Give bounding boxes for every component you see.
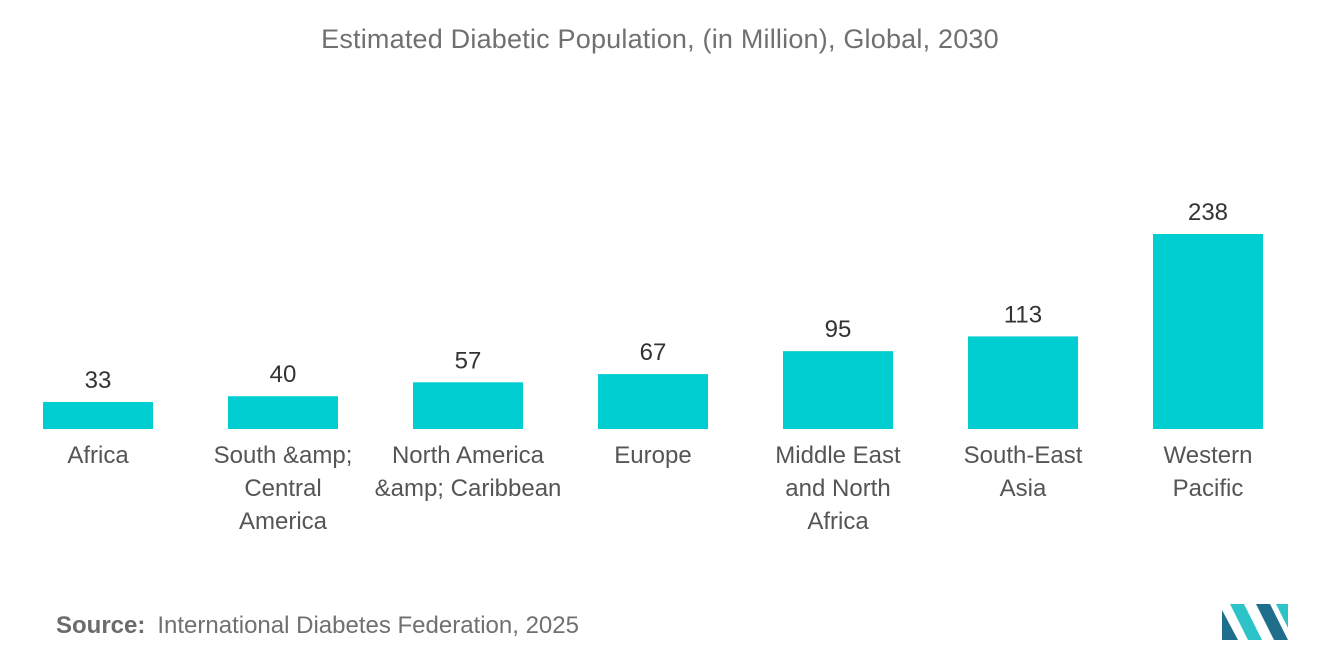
category-label-line: Pacific	[1173, 475, 1244, 502]
category-label-line: and North	[785, 475, 890, 502]
bar-value-label: 95	[825, 316, 852, 343]
category-label: Africa	[67, 442, 129, 469]
bar-value-label: 33	[85, 367, 112, 394]
bar	[413, 382, 523, 429]
category-label: Middle East and North Africa	[775, 442, 901, 535]
bar	[1153, 234, 1263, 429]
category-label-line: Africa	[807, 508, 869, 535]
bar	[228, 396, 338, 429]
bar-chart: 33 40 57 67 95 113 238 Africa South &amp; Centra…	[43, 199, 1263, 535]
bar-value-label: 113	[1004, 301, 1042, 328]
category-labels-group: Africa South &amp; Central America North Ame…	[67, 442, 1252, 535]
bar-value-label: 238	[1188, 199, 1228, 226]
category-label: North America &amp; Caribbean	[375, 442, 562, 502]
logo-shape-right-top	[1276, 604, 1288, 628]
category-label: Europe	[614, 442, 691, 469]
source-label: Source:	[56, 612, 146, 639]
category-label-line: South-East	[964, 442, 1083, 469]
bar	[598, 374, 708, 429]
chart-title: Estimated Diabetic Population, (in Milli…	[321, 24, 999, 54]
bar-value-label: 57	[455, 347, 482, 374]
category-label-line: Western	[1164, 442, 1253, 469]
category-label-line: South &amp;	[214, 442, 353, 469]
bar	[968, 336, 1078, 429]
logo-shape-right	[1256, 604, 1288, 640]
category-label-line: Europe	[614, 442, 691, 469]
bar	[43, 401, 153, 429]
mordor-intelligence-logo-icon	[1222, 604, 1288, 640]
category-label-line: Asia	[1000, 475, 1047, 502]
category-label-line: America	[239, 508, 328, 535]
category-label: South &amp; Central America	[214, 442, 353, 535]
source-text: International Diabetes Federation, 2025	[157, 612, 579, 639]
bar-value-label: 40	[270, 361, 297, 388]
source-note: Source: International Diabetes Federation…	[56, 612, 579, 640]
bar-value-label: 67	[640, 339, 667, 366]
category-label-line: Middle East	[775, 442, 901, 469]
category-label: Western Pacific	[1164, 442, 1253, 502]
bars-group	[43, 234, 1263, 429]
category-label-line: North America	[392, 442, 545, 469]
logo-shape-left	[1222, 610, 1238, 640]
value-labels-group: 33 40 57 67 95 113 238	[85, 199, 1228, 394]
category-label: South-East Asia	[964, 442, 1083, 502]
logo-shape-middle	[1230, 604, 1262, 640]
bar	[783, 351, 893, 429]
category-label-line: &amp; Caribbean	[375, 475, 562, 502]
category-label-line: Central	[244, 475, 321, 502]
category-label-line: Africa	[67, 442, 129, 469]
